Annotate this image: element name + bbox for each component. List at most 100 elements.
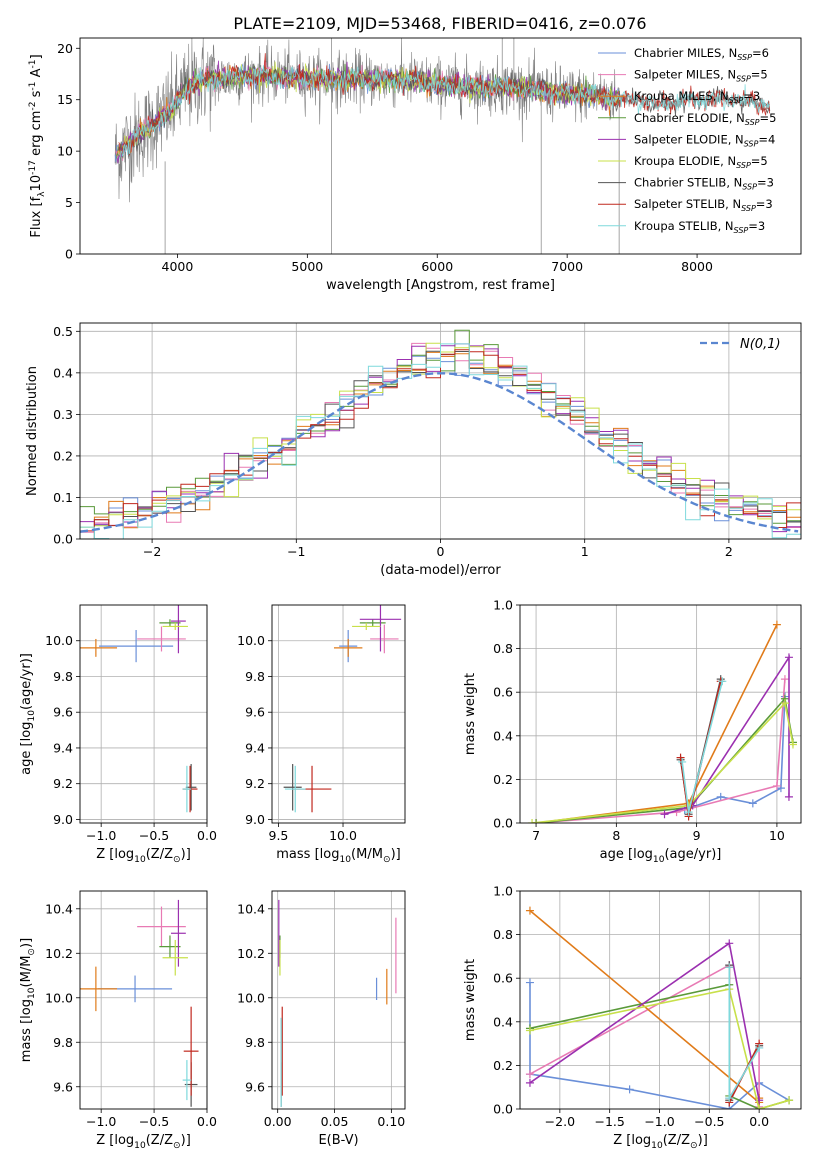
- axes-frame: [271, 604, 406, 824]
- point-orange: [525, 906, 534, 915]
- grid: [272, 605, 405, 823]
- axes-frame: [79, 890, 208, 1110]
- legend-entry: Kroupa ELODIE, NSSP=5: [634, 154, 768, 170]
- point-yellow: [788, 740, 797, 749]
- series-pink: [536, 679, 786, 823]
- series-orange: [535, 624, 778, 823]
- point-cyan: [725, 1094, 734, 1103]
- x-tick-label: 2: [725, 544, 733, 559]
- mass-vs-metallicity-panel: −1.0 −0.5 0.0 9.6 9.8 10.0 10.2 10.4 Z [log10​(Z…: [19, 890, 217, 1151]
- x-tick-label: 0.10: [377, 1114, 405, 1129]
- y-tick-label: 20: [57, 41, 73, 56]
- x-tick-label: 0.0: [749, 1114, 769, 1129]
- y-tick-label: 9.4: [53, 740, 73, 755]
- x-axis-label: Z [log10​(Z/Z⊙​)]: [96, 1133, 191, 1151]
- mass-weight-vs-age-panel: 7 8 9 10 0.0 0.2 0.4 0.6 0.8 1.0 age [log10​(age/y…: [463, 598, 802, 865]
- x-tick-label: −2: [143, 544, 161, 559]
- series-green: [536, 696, 794, 823]
- x-tick-label: 10.0: [329, 828, 357, 843]
- plot-area: [80, 329, 801, 539]
- y-tick-label: 0.2: [493, 772, 513, 787]
- x-tick-label: 5000: [291, 259, 323, 274]
- y-tick-label: 9.4: [245, 740, 265, 755]
- y-tick-label: 0.6: [493, 685, 513, 700]
- residuals-panel: −2 −1 0 1 2 0.0 0.1 0.2 0.3 0.4 0.5 (data-model)/er…: [25, 322, 802, 578]
- errorbar-purple: [171, 899, 186, 967]
- errorbar-green: [159, 935, 181, 958]
- errorbar-yellow: [352, 622, 381, 631]
- y-tick-label: 10.2: [237, 946, 265, 961]
- errorbar-purple: [171, 605, 186, 654]
- age-vs-mass-panel: 9.5 10.0 9.0 9.2 9.4 9.6 9.8 10.0 mass [log10​(M…: [237, 604, 406, 865]
- x-tick-label: −0.5: [139, 828, 169, 843]
- errorbar-pink: [370, 624, 399, 654]
- errorbar-yellow: [162, 622, 188, 631]
- y-tick-label: 9.0: [245, 812, 265, 827]
- plot-area: [114, 38, 771, 254]
- point-pink: [772, 781, 781, 790]
- series-yellow: [531, 701, 794, 823]
- model-spectrum-cyan: [118, 65, 770, 160]
- axes-frame: [519, 890, 802, 1110]
- y-tick-label: 10.0: [45, 633, 73, 648]
- y-tick-label: 0.1: [53, 490, 73, 505]
- y-tick-label: 1.0: [493, 598, 513, 613]
- point-cyan: [725, 963, 734, 972]
- ticks: 0.00 0.05 0.10 9.6 9.8 10.0 10.2 10.4: [237, 901, 405, 1129]
- y-tick-label: 0.6: [493, 971, 513, 986]
- errorbar-grey: [185, 764, 197, 811]
- model-spectrum-red: [118, 53, 770, 156]
- point-pink: [780, 675, 789, 684]
- y-tick-label: 9.6: [245, 1079, 265, 1094]
- point-orange: [772, 620, 781, 629]
- point-blue: [748, 799, 757, 808]
- x-tick-label: 0.05: [321, 1114, 349, 1129]
- errorbar-green: [359, 619, 386, 627]
- y-tick-label: 0.0: [53, 532, 73, 547]
- y-tick-label: 9.6: [245, 705, 265, 720]
- errorbar-cyan: [182, 1060, 192, 1101]
- errorbar-grey: [283, 764, 302, 811]
- axes-frame: [79, 37, 802, 255]
- axes-frame: [79, 604, 208, 824]
- point-purple: [725, 939, 734, 948]
- point-yellow: [525, 1026, 534, 1035]
- ticks: 9.5 10.0 9.0 9.2 9.4 9.6 9.8 10.0: [237, 633, 357, 843]
- point-yellow: [755, 1105, 764, 1109]
- y-tick-label: 9.8: [53, 669, 73, 684]
- point-yellow: [780, 699, 789, 708]
- y-tick-label: 5: [65, 195, 73, 210]
- y-tick-label: 1.0: [493, 884, 513, 899]
- x-axis-label: (data-model)/error: [380, 563, 501, 578]
- y-tick-label: 10.0: [45, 990, 73, 1005]
- axes-frame: [519, 604, 802, 824]
- y-tick-label: 0.5: [53, 324, 73, 339]
- x-tick-label: −1: [287, 544, 305, 559]
- plot-area: [80, 899, 199, 1107]
- y-tick-label: 0.8: [493, 641, 513, 656]
- legend-entry: Salpeter ELODIE, NSSP=4: [634, 132, 775, 148]
- plot-area: [80, 605, 198, 813]
- x-tick-label: 0.0: [197, 1114, 217, 1129]
- ticks: 7 8 9 10 0.0 0.2 0.4 0.6 0.8 1.0: [493, 598, 785, 844]
- y-tick-label: 0.2: [493, 1058, 513, 1073]
- x-axis-label: E(B-V): [318, 1133, 358, 1148]
- x-axis-label: age [log10​(age/yr)]: [600, 847, 722, 865]
- x-tick-label: −1.0: [86, 1114, 116, 1129]
- errorbar-pink: [137, 626, 186, 652]
- y-axis-label: age [log10​(age/yr)]: [19, 653, 37, 775]
- y-tick-label: 10.4: [45, 901, 73, 916]
- x-axis-label: Z [log10​(Z/Z⊙​)]: [613, 1133, 708, 1151]
- y-tick-label: 0.4: [53, 365, 73, 380]
- y-tick-label: 0.4: [493, 1014, 513, 1029]
- y-tick-label: 0.0: [493, 816, 513, 831]
- errorbar-purple: [359, 605, 402, 652]
- x-tick-label: 9.5: [269, 828, 289, 843]
- y-tick-label: 0.8: [493, 927, 513, 942]
- point-cyan: [718, 677, 727, 686]
- grid: [80, 891, 208, 1109]
- legend-entry: Chabrier STELIB, NSSP=3: [634, 176, 774, 192]
- gaussian-reference: [80, 372, 799, 533]
- legend: Chabrier MILES, NSSP=6 Salpeter MILES, NS…: [598, 46, 776, 235]
- point-blue: [525, 978, 534, 987]
